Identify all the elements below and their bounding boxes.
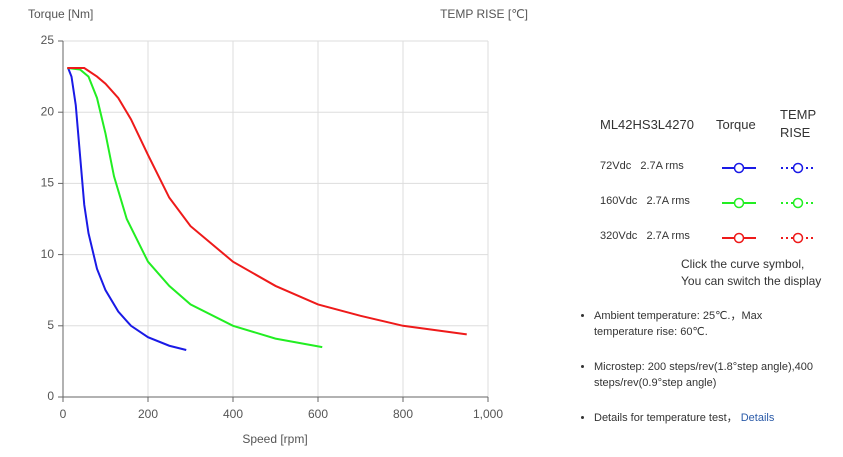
torque-line (67, 67, 323, 349)
notes-list: Ambient temperature: 25℃.，Max temperatur… (578, 308, 824, 426)
x-tick-label: 1,000 (473, 407, 503, 421)
temp-symbol[interactable] (779, 161, 819, 175)
chart: Torque [Nm] TEMP RISE [℃] Speed [rpm] 0 5… (28, 7, 528, 446)
torque-line (67, 67, 467, 336)
legend-torque-header: Torque (716, 117, 756, 132)
legend-temp-header: TEMP RISE (780, 107, 816, 140)
y-tick-label: 10 (41, 247, 55, 261)
symbol-dot (733, 232, 745, 244)
note: Ambient temperature: 25℃.，Max temperatur… (594, 308, 824, 340)
y-axis-label: Torque [Nm] (28, 7, 93, 21)
temp-symbol[interactable] (779, 231, 819, 245)
legend-label: 72Vdc 2.7A rms (600, 160, 684, 172)
x-tick-label: 600 (308, 407, 328, 421)
legend-label: 160Vdc 2.7A rms (600, 195, 690, 207)
temp-symbol[interactable] (779, 196, 819, 210)
legend-model: ML42HS3L4270 (600, 117, 694, 132)
symbol-dot (733, 197, 745, 209)
legend-hint: Click the curve symbol, You can switch t… (681, 256, 821, 290)
y-tick-label: 0 (47, 389, 54, 403)
torque-line (67, 67, 187, 351)
x-tick-label: 200 (138, 407, 158, 421)
y-tick-label: 15 (41, 176, 55, 190)
symbol-dot (792, 162, 804, 174)
y2-axis-label: TEMP RISE [℃] (440, 7, 528, 21)
x-tick-label: 800 (393, 407, 413, 421)
x-tick-label: 400 (223, 407, 243, 421)
torque-symbol[interactable] (720, 231, 760, 245)
symbol-dot (792, 232, 804, 244)
notes: Ambient temperature: 25℃.，Max temperatur… (578, 308, 824, 445)
torque-symbol[interactable] (720, 161, 760, 175)
x-axis-label: Speed [rpm] (242, 432, 307, 446)
torque-symbol[interactable] (720, 196, 760, 210)
note-text: Details for temperature test， (594, 412, 738, 424)
y-tick-label: 5 (47, 318, 54, 332)
symbol-dot (733, 162, 745, 174)
hint-line: Click the curve symbol, (681, 257, 805, 271)
note: Details for temperature test， Details (594, 410, 824, 426)
legend-label: 320Vdc 2.7A rms (600, 230, 690, 242)
y-tick-label: 25 (41, 33, 55, 47)
hint-line: You can switch the display (681, 274, 822, 288)
details-link[interactable]: Details (740, 412, 775, 424)
symbol-dot (792, 197, 804, 209)
x-tick-label: 0 (60, 407, 67, 421)
y-tick-label: 20 (41, 104, 55, 118)
note: Microstep: 200 steps/rev(1.8°step angle)… (594, 359, 824, 391)
